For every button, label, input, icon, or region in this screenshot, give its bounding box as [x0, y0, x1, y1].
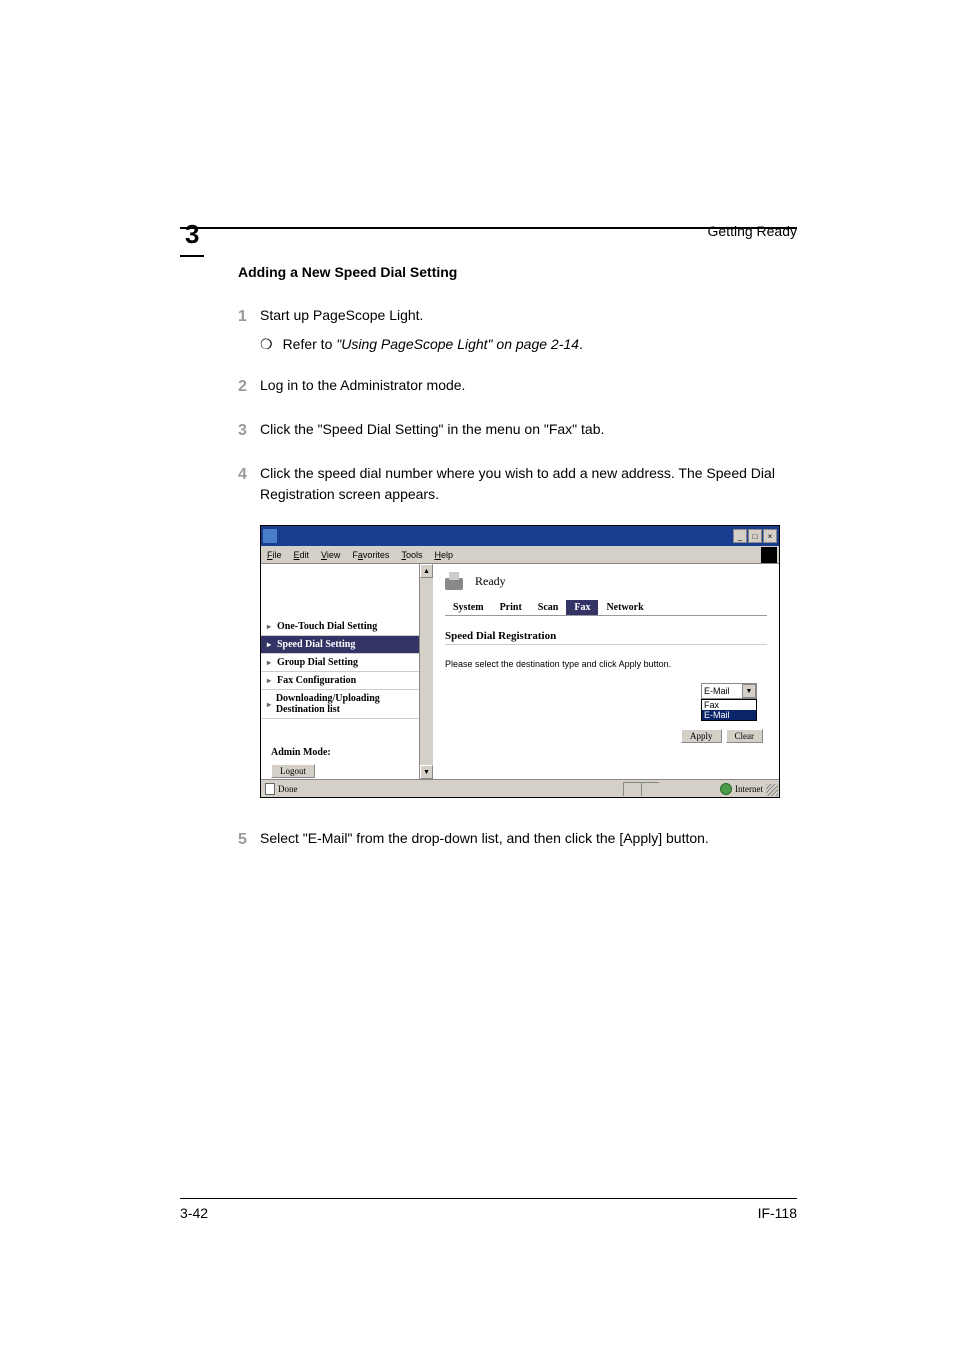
arrow-icon: ▸ [267, 676, 273, 685]
ie-icon [263, 529, 277, 543]
dropdown-list: Fax E-Mail [701, 699, 757, 721]
menu-view[interactable]: View [321, 550, 340, 560]
button-row: Apply Clear [445, 729, 767, 743]
dropdown-option-email[interactable]: E-Mail [702, 710, 756, 720]
scroll-up-icon[interactable]: ▲ [420, 564, 433, 578]
dropdown-arrow-icon[interactable]: ▼ [742, 684, 756, 698]
menu-favorites[interactable]: Favorites [352, 550, 389, 560]
status-ready: Ready [445, 572, 767, 590]
menu-help[interactable]: Help [434, 550, 453, 560]
menu-edit[interactable]: Edit [294, 550, 310, 560]
sidebar-item-fax-config[interactable]: ▸ Fax Configuration [261, 672, 419, 690]
step-text: Log in to the Administrator mode. [260, 375, 797, 399]
step-number: 1 [238, 305, 260, 355]
tab-system[interactable]: System [445, 600, 492, 615]
sidebar-label: One-Touch Dial Setting [277, 621, 377, 632]
step-number: 2 [238, 375, 260, 399]
step-5: 5 Select "E-Mail" from the drop-down lis… [180, 828, 797, 852]
apply-button[interactable]: Apply [681, 729, 722, 743]
sidebar-item-speed-dial[interactable]: ▸ Speed Dial Setting [261, 636, 419, 654]
step-2: 2 Log in to the Administrator mode. [180, 375, 797, 399]
statusbar: Done Internet [261, 779, 779, 797]
instruction-text: Please select the destination type and c… [445, 659, 767, 669]
chapter-underline [180, 255, 204, 257]
step-4: 4 Click the speed dial number where you … [180, 463, 797, 505]
header-label: Getting Ready [708, 223, 798, 239]
sub-bullet: ❍ Refer to "Using PageScope Light" on pa… [260, 334, 797, 355]
arrow-icon: ▸ [267, 640, 273, 649]
tab-fax[interactable]: Fax [566, 600, 598, 615]
tab-network[interactable]: Network [598, 600, 651, 615]
sidebar-label: Speed Dial Setting [277, 639, 355, 650]
header-rule [180, 227, 797, 229]
step-text: Click the "Speed Dial Setting" in the me… [260, 419, 797, 443]
minimize-button[interactable]: _ [733, 529, 747, 543]
sidebar-label: Fax Configuration [277, 675, 356, 686]
resize-grip-icon[interactable] [766, 784, 778, 796]
step-text: Start up PageScope Light. [260, 305, 797, 326]
main-content: Ready System Print Scan Fax Network Spee… [433, 564, 779, 779]
ready-label: Ready [475, 574, 506, 589]
step-number: 3 [238, 419, 260, 443]
sidebar-item-one-touch[interactable]: ▸ One-Touch Dial Setting [261, 618, 419, 636]
destination-type-dropdown[interactable]: E-Mail ▼ Fax E-Mail [701, 683, 757, 699]
browser-body: ▸ One-Touch Dial Setting ▸ Speed Dial Se… [261, 564, 779, 779]
maximize-button[interactable]: □ [748, 529, 762, 543]
internet-zone-icon [720, 783, 732, 795]
embedded-screenshot: _ □ × File Edit View Favorites Tools Hel… [260, 525, 780, 798]
step-content: Start up PageScope Light. ❍ Refer to "Us… [260, 305, 797, 355]
menubar: File Edit View Favorites Tools Help [261, 546, 779, 564]
tab-scan[interactable]: Scan [530, 600, 567, 615]
close-button[interactable]: × [763, 529, 777, 543]
page-header: 3 Getting Ready [180, 227, 797, 229]
dropdown-option-fax[interactable]: Fax [702, 700, 756, 710]
arrow-icon: ▸ [267, 622, 273, 631]
sidebar: ▸ One-Touch Dial Setting ▸ Speed Dial Se… [261, 564, 419, 779]
scroll-down-icon[interactable]: ▼ [420, 765, 433, 779]
main-title: Speed Dial Registration [445, 630, 767, 645]
dropdown-value: E-Mail [704, 686, 730, 696]
page-footer: 3-42 IF-118 [180, 1198, 797, 1221]
printer-icon [445, 572, 465, 590]
step-text: Click the speed dial number where you wi… [260, 463, 797, 505]
footer-model: IF-118 [758, 1205, 797, 1221]
step-number: 4 [238, 463, 260, 505]
footer-page-number: 3-42 [180, 1205, 208, 1221]
sidebar-item-download[interactable]: ▸ Downloading/Uploading Destination list [261, 690, 419, 719]
step-number: 5 [238, 828, 260, 852]
sidebar-label: Downloading/Uploading Destination list [276, 693, 413, 715]
menu-file[interactable]: File [267, 550, 282, 560]
ie-logo-icon [761, 547, 777, 563]
window-titlebar: _ □ × [261, 526, 779, 546]
admin-mode-label: Admin Mode: [261, 747, 419, 758]
dropdown-select[interactable]: E-Mail ▼ [701, 683, 757, 699]
step-3: 3 Click the "Speed Dial Setting" in the … [180, 419, 797, 443]
step-text: Select "E-Mail" from the drop-down list,… [260, 828, 797, 852]
sidebar-item-group-dial[interactable]: ▸ Group Dial Setting [261, 654, 419, 672]
status-zone: Internet [720, 783, 763, 795]
status-zone-label: Internet [735, 784, 763, 794]
status-done: Done [265, 783, 298, 795]
status-sections [623, 782, 659, 796]
menu-tools[interactable]: Tools [401, 550, 422, 560]
window-controls: _ □ × [733, 529, 777, 543]
clear-button[interactable]: Clear [726, 729, 764, 743]
section-title: Adding a New Speed Dial Setting [238, 264, 797, 280]
sidebar-label: Group Dial Setting [277, 657, 358, 668]
chapter-number: 3 [185, 219, 199, 250]
arrow-icon: ▸ [267, 700, 272, 709]
tab-print[interactable]: Print [492, 600, 530, 615]
page-icon [265, 783, 275, 795]
step-1: 1 Start up PageScope Light. ❍ Refer to "… [180, 305, 797, 355]
arrow-icon: ▸ [267, 658, 273, 667]
status-done-label: Done [278, 784, 298, 794]
dropdown-row: E-Mail ▼ Fax E-Mail [445, 683, 767, 699]
sidebar-scrollbar[interactable]: ▲ ▼ [419, 564, 433, 779]
tabs: System Print Scan Fax Network [445, 600, 767, 616]
logout-button[interactable]: Logout [271, 764, 315, 778]
sub-text: Refer to "Using PageScope Light" on page… [283, 334, 583, 355]
bullet-icon: ❍ [260, 334, 273, 355]
